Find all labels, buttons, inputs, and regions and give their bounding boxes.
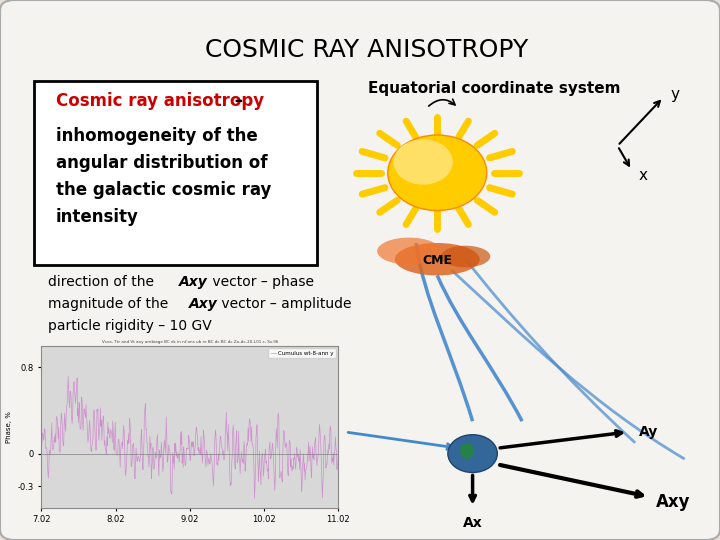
FancyBboxPatch shape [35,81,317,265]
Text: CME: CME [422,254,452,267]
Text: intensity: intensity [55,208,138,226]
Text: y: y [670,87,680,102]
Ellipse shape [441,246,490,267]
Circle shape [393,139,453,185]
Text: magnitude of the: magnitude of the [48,297,173,311]
Text: direction of the: direction of the [48,275,159,289]
Text: vector – phase: vector – phase [207,275,313,289]
Text: particle rigidity – 10 GV: particle rigidity – 10 GV [48,319,212,333]
Text: Axy: Axy [189,297,217,311]
Text: COSMIC RAY ANISOTROPY: COSMIC RAY ANISOTROPY [205,38,528,62]
Circle shape [388,135,487,211]
Text: inhomogeneity of the: inhomogeneity of the [55,127,257,145]
Text: Equatorial coordinate system: Equatorial coordinate system [367,81,620,96]
Ellipse shape [395,243,480,275]
Ellipse shape [460,443,474,459]
Text: –: – [229,92,243,110]
Text: vector – amplitude: vector – amplitude [217,297,351,311]
Text: Axy: Axy [179,275,208,289]
Text: Ax: Ax [463,516,482,530]
Text: the galactic cosmic ray: the galactic cosmic ray [55,181,271,199]
Text: angular distribution of: angular distribution of [55,154,267,172]
Ellipse shape [377,238,441,265]
Text: Cosmic ray anisotropy: Cosmic ray anisotropy [55,92,264,110]
Text: x: x [639,168,648,183]
Text: Axy: Axy [657,493,691,511]
Text: Ay: Ay [639,425,658,439]
Circle shape [448,435,498,472]
